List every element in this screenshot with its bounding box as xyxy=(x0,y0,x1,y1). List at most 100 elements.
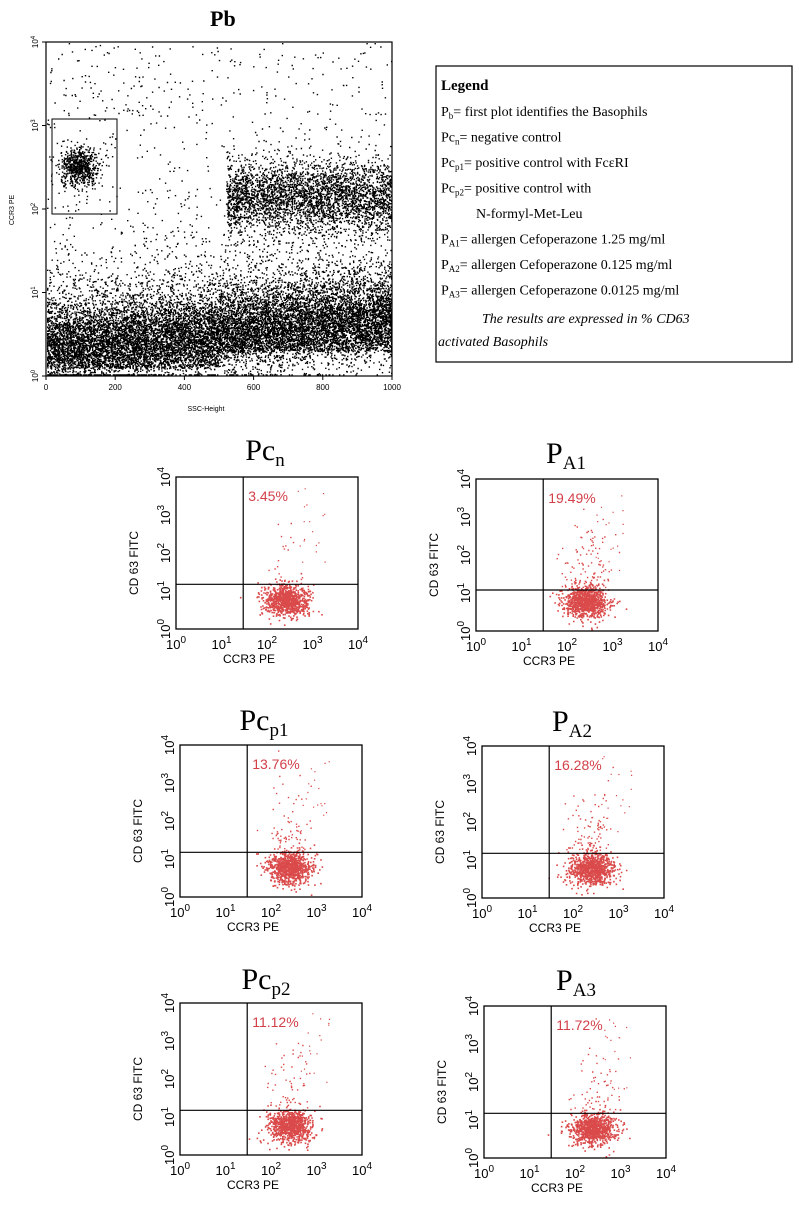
x-tick-label: 102 xyxy=(563,904,583,921)
y-tick-label: 103 xyxy=(462,774,479,794)
x-tick-label: 100 xyxy=(466,637,486,654)
x-tick-label: 103 xyxy=(306,1161,326,1178)
x-tick-label: 103 xyxy=(610,1164,630,1181)
pb-points xyxy=(47,43,393,376)
activated-percent: 13.76% xyxy=(252,756,299,772)
panel-title: PA1 xyxy=(546,437,586,474)
y-tick-label: 101 xyxy=(462,850,479,870)
panel-title: PA3 xyxy=(556,964,596,1001)
y-tick-label: 102 xyxy=(160,1069,177,1089)
x-tick-label: 100 xyxy=(170,903,190,920)
y-axis-label: CD 63 FITC xyxy=(131,799,145,863)
legend-entry: PA3= allergen Cefoperazone 0.0125 mg/ml xyxy=(441,284,679,300)
panel-title: PA2 xyxy=(552,705,592,742)
legend-entry: PA1= allergen Cefoperazone 1.25 mg/ml xyxy=(441,233,665,249)
activated-percent: 3.45% xyxy=(248,488,288,504)
y-tick-label: 100 xyxy=(156,619,173,639)
pb-ytick-label: 104 xyxy=(31,35,40,48)
pb-plot: Pb 0 200 400 600 800 1000 100 101 102 103 104 SSC-… xyxy=(9,6,401,413)
x-tick-label: 102 xyxy=(565,1164,585,1181)
pb-xtick-label: 200 xyxy=(109,383,123,392)
y-tick-label: 104 xyxy=(160,993,177,1013)
y-tick-label: 102 xyxy=(464,1072,481,1092)
legend-frame xyxy=(435,65,793,363)
x-tick-label: 101 xyxy=(215,903,235,920)
pb-gate xyxy=(51,118,118,215)
x-tick-label: 104 xyxy=(654,904,674,921)
x-axis-label: CCR3 PE xyxy=(223,652,275,666)
panel-frame xyxy=(475,478,659,632)
y-tick-label: 103 xyxy=(456,507,473,527)
y-tick-label: 103 xyxy=(464,1034,481,1054)
pb-ytick-label: 103 xyxy=(31,119,40,132)
y-axis-label: CD 63 FITC xyxy=(435,1060,449,1124)
panel-scatter-points xyxy=(548,756,633,896)
activated-percent: 11.72% xyxy=(556,1017,602,1033)
y-tick-label: 104 xyxy=(464,996,481,1016)
legend-entry: N-formyl-Met-Leu xyxy=(476,207,583,222)
x-tick-label: 101 xyxy=(215,1161,235,1178)
x-tick-label: 101 xyxy=(511,637,531,654)
pb-xtick-label: 600 xyxy=(247,383,261,392)
panel-frame xyxy=(483,1005,667,1159)
y-tick-label: 102 xyxy=(462,812,479,832)
x-tick-label: 100 xyxy=(166,635,186,652)
y-tick-label: 100 xyxy=(160,1145,177,1165)
y-tick-label: 102 xyxy=(160,811,177,831)
activated-percent: 11.12% xyxy=(252,1014,298,1030)
panel-frame xyxy=(179,1002,363,1156)
x-tick-label: 102 xyxy=(557,637,577,654)
x-tick-label: 104 xyxy=(648,637,668,654)
x-tick-label: 101 xyxy=(211,635,231,652)
panel-scatter-points xyxy=(549,495,628,631)
panel-scatter-points xyxy=(248,1013,331,1151)
y-tick-label: 103 xyxy=(160,1031,177,1051)
y-tick-label: 100 xyxy=(160,887,177,907)
activated-percent: 19.49% xyxy=(548,490,595,506)
x-tick-label: 101 xyxy=(519,1164,539,1181)
x-tick-label: 103 xyxy=(602,637,622,654)
pb-scatter-points xyxy=(47,43,393,376)
y-tick-label: 101 xyxy=(464,1110,481,1130)
panel-title: Pcp2 xyxy=(242,963,291,1000)
y-axis-label: CD 63 FITC xyxy=(427,533,441,597)
panel-scatter-points xyxy=(547,1018,631,1158)
x-tick-label: 102 xyxy=(257,635,277,652)
x-tick-label: 104 xyxy=(348,635,368,652)
activated-percent: 16.28% xyxy=(554,757,601,773)
pb-ytick-label: 101 xyxy=(31,286,40,299)
legend-note-line1: The results are expressed in % CD63 xyxy=(482,312,690,327)
pb-ytick-label: 102 xyxy=(31,202,40,215)
x-tick-label: 100 xyxy=(474,1164,494,1181)
pb-xtick-label: 1000 xyxy=(383,383,401,392)
pb-xtick-label: 400 xyxy=(178,383,192,392)
y-tick-label: 104 xyxy=(462,736,479,756)
panel-title: Pcn xyxy=(245,434,285,471)
legend-entries: Pb= first plot identifies the Basophils P… xyxy=(441,105,679,300)
panel-scatter-points xyxy=(256,750,330,896)
legend-entry: Pcp2= positive control with xyxy=(441,182,591,198)
legend-title: Legend xyxy=(441,78,489,94)
pb-xtick-label: 800 xyxy=(316,383,330,392)
x-axis-label: CCR3 PE xyxy=(529,921,581,935)
x-tick-label: 104 xyxy=(352,903,372,920)
legend: Legend Pb= first plot identifies the Bas… xyxy=(435,65,793,363)
panel-scatter-points xyxy=(239,488,326,626)
x-tick-label: 102 xyxy=(261,903,281,920)
pb-xlabel: SSC-Height xyxy=(188,406,225,413)
pb-ytick-label: 100 xyxy=(31,369,40,382)
y-tick-label: 102 xyxy=(156,543,173,563)
y-tick-label: 101 xyxy=(156,581,173,601)
legend-entry: PA2= allergen Cefoperazone 0.125 mg/ml xyxy=(441,258,672,274)
y-tick-label: 101 xyxy=(160,1107,177,1127)
x-tick-label: 104 xyxy=(352,1161,372,1178)
y-tick-label: 103 xyxy=(156,505,173,525)
x-tick-label: 104 xyxy=(656,1164,676,1181)
y-tick-label: 101 xyxy=(160,849,177,869)
pb-title: Pb xyxy=(210,6,236,31)
